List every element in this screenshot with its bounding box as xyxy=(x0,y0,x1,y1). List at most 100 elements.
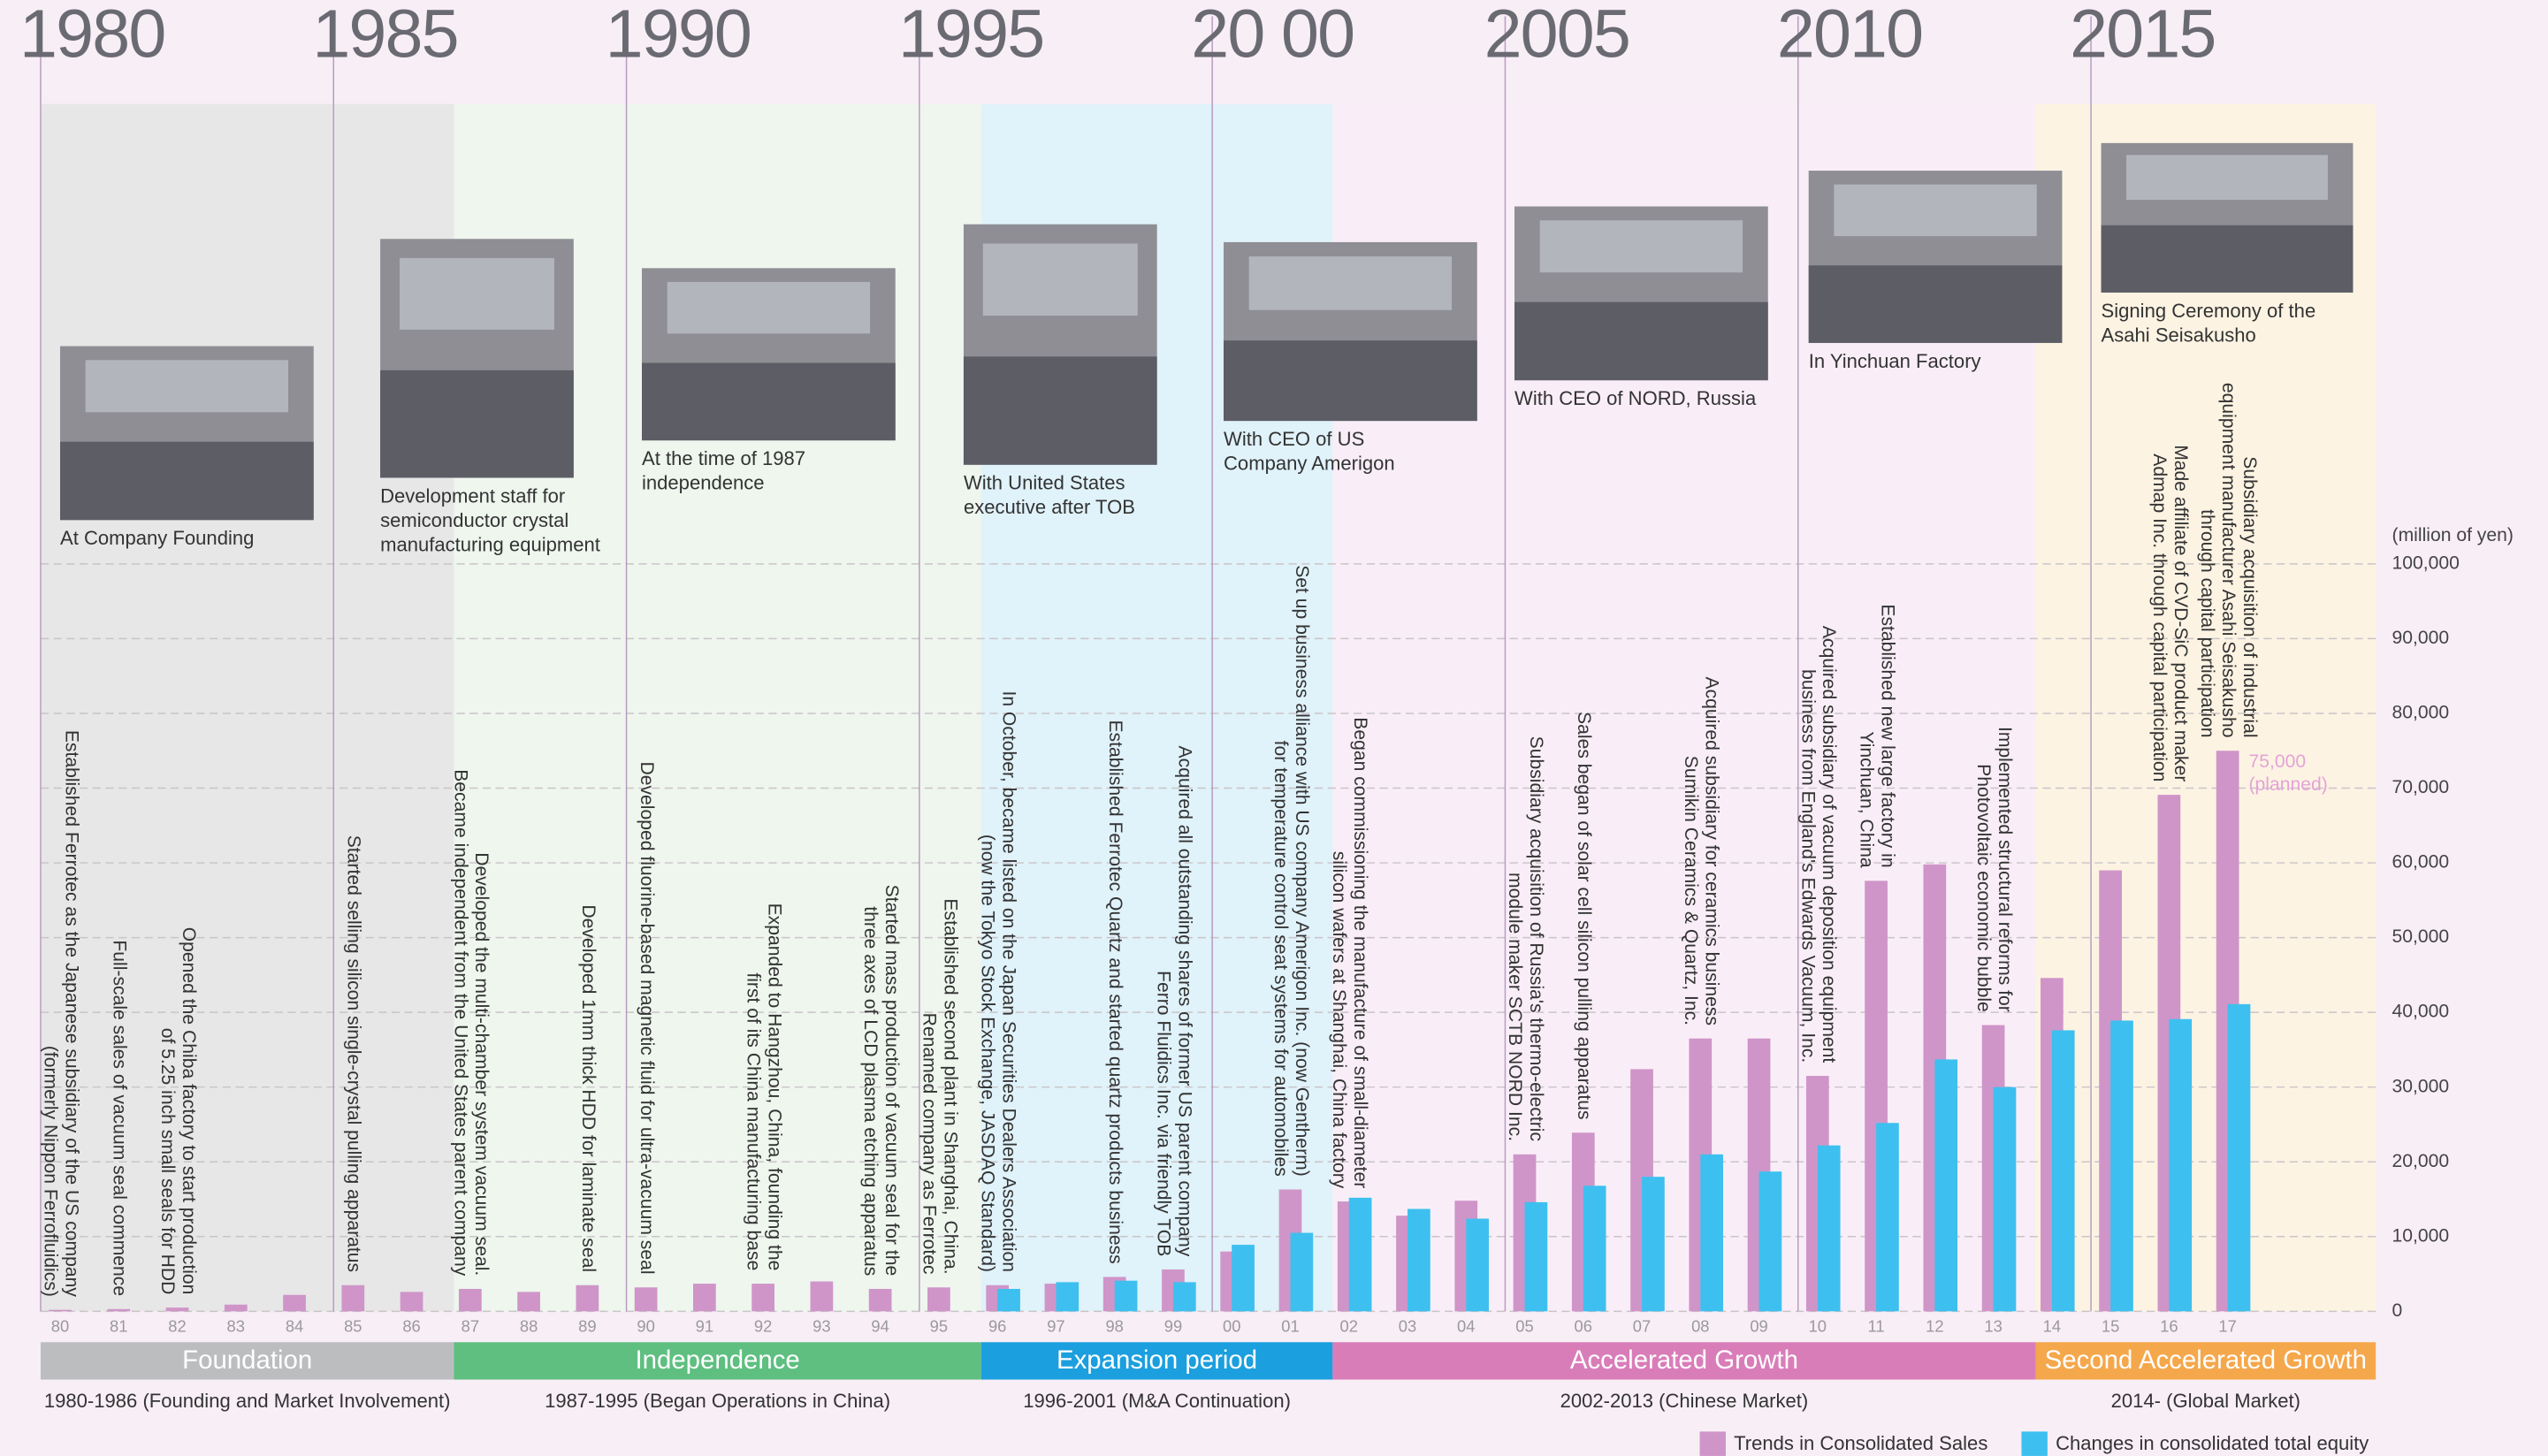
event-text: Established Ferrotec Quartz and started … xyxy=(1105,720,1125,1263)
bar xyxy=(1172,1282,1196,1312)
x-tick-label: 09 xyxy=(1750,1317,1767,1336)
x-tick-label: 95 xyxy=(930,1317,948,1336)
event-text: silicon wafers at Shanghai, China factor… xyxy=(1329,851,1349,1189)
photo-detail xyxy=(642,362,896,441)
x-tick-label: 14 xyxy=(2043,1317,2061,1336)
bar xyxy=(1290,1232,1314,1312)
photo-highlight xyxy=(1248,256,1453,310)
event-text: Established second plant in Shanghai, Ch… xyxy=(940,898,960,1274)
event-text: Started selling silicon single-crystal p… xyxy=(344,835,364,1272)
bar xyxy=(1934,1059,1958,1312)
x-tick-label: 92 xyxy=(754,1317,772,1336)
x-tick-label: 98 xyxy=(1105,1317,1123,1336)
photo-detail xyxy=(60,441,314,521)
y-tick-label: 60,000 xyxy=(2392,852,2450,873)
period-name: Expansion period xyxy=(1057,1345,1257,1375)
event-text: Made affiliate of CVD-SiC product maker xyxy=(2170,445,2191,781)
event-text: Implemented structural reforms for xyxy=(1995,727,2015,1012)
y-tick-label: 30,000 xyxy=(2392,1076,2450,1096)
event-text: Started mass production of vacuum seal f… xyxy=(881,885,902,1277)
bar xyxy=(1583,1185,1606,1312)
bar xyxy=(751,1284,774,1312)
era-label: 1985 xyxy=(312,0,457,72)
x-tick-label: 85 xyxy=(344,1317,362,1336)
event-text: three axes of LCD plasma etching apparat… xyxy=(860,906,881,1276)
event-text: Subsidiary acquisition of industrial xyxy=(2239,456,2260,737)
period-name: Independence xyxy=(635,1345,799,1375)
bar xyxy=(458,1288,482,1312)
photo-caption: Development staff for xyxy=(380,484,565,507)
event-text: Sumikin Ceramics & Quartz, Inc. xyxy=(1681,756,1701,1025)
bar xyxy=(283,1294,306,1312)
event-text: Developed fluorine-based magnetic fluid … xyxy=(637,762,657,1275)
x-tick-label: 88 xyxy=(520,1317,538,1336)
photo-caption: With United States xyxy=(964,472,1125,494)
period-name: Second Accelerated Growth xyxy=(2045,1345,2367,1375)
event-text: for temperature control seat systems for… xyxy=(1270,741,1291,1177)
x-tick-label: 87 xyxy=(462,1317,479,1336)
photo-caption: Asahi Seisakusho xyxy=(2102,324,2256,346)
photo-caption: At Company Founding xyxy=(60,527,254,549)
x-tick-label: 94 xyxy=(871,1317,889,1336)
y-tick-label: 10,000 xyxy=(2392,1225,2450,1246)
era-label: 2010 xyxy=(1777,0,1922,72)
event-text: Full-scale sales of vacuum seal commence xyxy=(110,940,130,1296)
x-tick-label: 86 xyxy=(402,1317,420,1336)
event-text: Ferro Fluidics Inc. via friendly TOB xyxy=(1153,971,1173,1256)
event-text: module maker SCTB NORD Inc. xyxy=(1505,873,1525,1141)
bar xyxy=(997,1288,1020,1312)
photo-caption: manufacturing equipment xyxy=(380,533,600,555)
era-label: 2015 xyxy=(2070,0,2215,72)
x-tick-label: 90 xyxy=(637,1317,654,1336)
photo-highlight xyxy=(1834,184,2037,237)
legend-swatch xyxy=(1699,1431,1726,1456)
photo-detail xyxy=(2101,225,2353,293)
y-tick-label: 70,000 xyxy=(2392,777,2450,797)
photo-highlight xyxy=(2126,155,2328,201)
photo-highlight xyxy=(982,243,1138,316)
event-text: In October, became listed on the Japan S… xyxy=(999,690,1019,1272)
bar xyxy=(1056,1282,1079,1312)
bar xyxy=(1348,1197,1372,1312)
event-text: Became independent from the United State… xyxy=(450,769,470,1277)
photo-highlight xyxy=(1539,220,1743,273)
x-tick-label: 91 xyxy=(696,1317,713,1336)
bar xyxy=(927,1287,950,1312)
period-bar xyxy=(454,1342,981,1380)
period-name: Foundation xyxy=(182,1345,312,1375)
x-tick-label: 83 xyxy=(227,1317,245,1336)
event-text: Developed 1mm thick HDD for laminate sea… xyxy=(578,904,599,1272)
event-text: through capital participation xyxy=(2197,509,2217,737)
bar xyxy=(1758,1171,1782,1312)
x-tick-label: 96 xyxy=(988,1317,1006,1336)
photo-highlight xyxy=(667,281,871,334)
x-tick-label: 10 xyxy=(1809,1317,1827,1336)
bar xyxy=(107,1308,131,1312)
bar xyxy=(634,1287,658,1312)
bar xyxy=(224,1304,248,1312)
event-text: Developed the multi-chamber system vacuu… xyxy=(471,852,492,1276)
bar xyxy=(1232,1245,1255,1312)
period-subtitle: 1980-1986 (Founding and Market Involveme… xyxy=(44,1390,451,1412)
x-tick-label: 16 xyxy=(2160,1317,2178,1336)
photo-detail xyxy=(963,356,1157,465)
event-text: Acquired subsidiary of vacuum deposition… xyxy=(1819,626,1839,1063)
bar xyxy=(1524,1201,1548,1312)
x-tick-label: 17 xyxy=(2218,1317,2236,1336)
y-tick-label: 90,000 xyxy=(2392,628,2450,648)
period-subtitle: 2014- (Global Market) xyxy=(2111,1390,2300,1412)
era-label: 20 00 xyxy=(1191,0,1354,72)
period-bar xyxy=(40,1342,454,1380)
event-text: Admap Inc. through capital participation xyxy=(2149,454,2170,781)
photo-highlight xyxy=(85,360,289,413)
period-bar xyxy=(1332,1342,2036,1380)
photo-detail xyxy=(1224,340,1477,422)
bar xyxy=(49,1309,72,1312)
bar xyxy=(1817,1145,1841,1312)
photo-caption: With CEO of NORD, Russia xyxy=(1514,387,1757,409)
x-tick-label: 15 xyxy=(2102,1317,2119,1336)
x-tick-label: 00 xyxy=(1223,1317,1240,1336)
event-text: Expanded to Hangzhou, China, founding th… xyxy=(764,903,784,1271)
bar xyxy=(576,1284,599,1312)
x-tick-label: 84 xyxy=(286,1317,303,1336)
